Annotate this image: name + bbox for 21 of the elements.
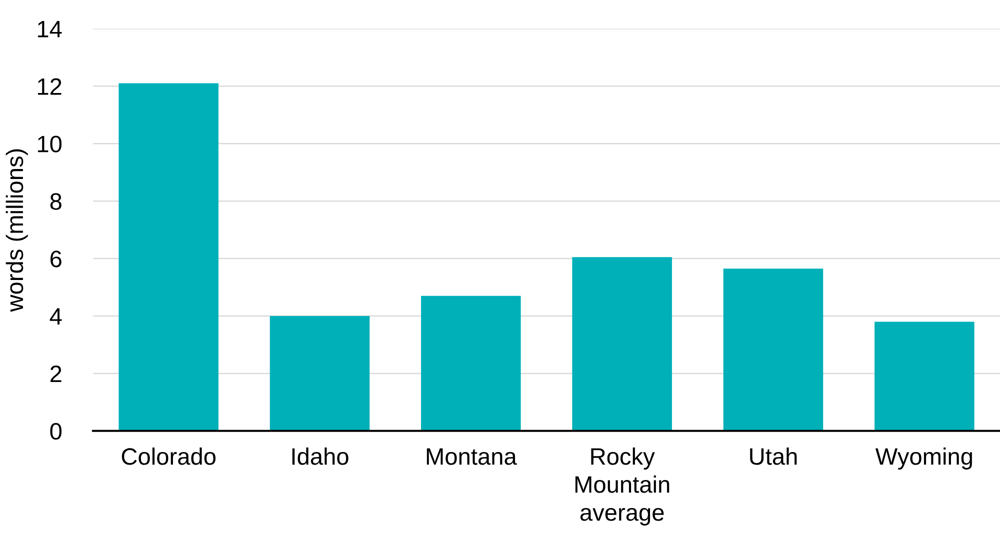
x-tick-label: Idaho — [292, 448, 348, 465]
y-tick-label: 4 — [50, 308, 62, 325]
y-axis-title: words (millions) — [6, 149, 28, 312]
y-tick-label: 12 — [38, 78, 62, 95]
y-tick-label: 0 — [50, 422, 62, 440]
x-tick-label: Rocky Mountain average — [575, 448, 670, 526]
x-tick-label: Utah — [750, 448, 797, 465]
y-tick-label: 14 — [38, 21, 62, 38]
bar — [118, 83, 218, 431]
y-tick-label: 2 — [50, 366, 62, 382]
bar — [874, 322, 974, 431]
y-tick-label: 8 — [50, 193, 62, 210]
bar — [723, 268, 824, 431]
bar — [572, 257, 672, 431]
x-tick-label: Colorado — [122, 448, 216, 465]
x-tick-label: Montana — [426, 448, 517, 465]
y-tick-label: 6 — [50, 250, 62, 268]
x-tick-label: Wyoming — [875, 448, 972, 470]
bar — [270, 316, 370, 431]
bar — [421, 296, 521, 431]
y-tick-label: 10 — [38, 136, 62, 152]
